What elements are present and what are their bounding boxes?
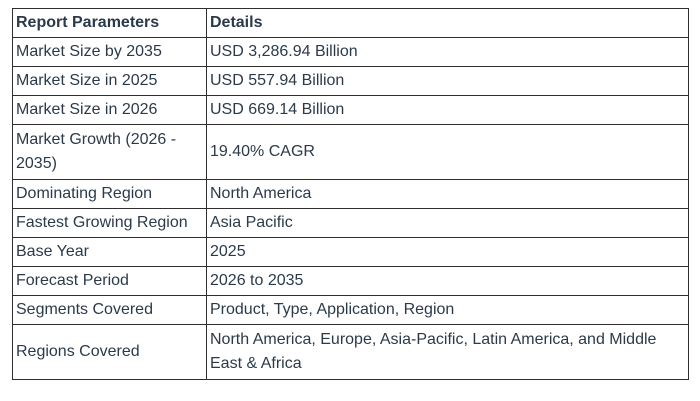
detail-cell: Asia Pacific: [206, 208, 689, 238]
table-row: Fastest Growing Region Asia Pacific: [12, 208, 689, 238]
detail-cell: 2025: [206, 237, 689, 267]
param-cell: Regions Covered: [12, 324, 207, 380]
table-row: Segments Covered Product, Type, Applicat…: [12, 295, 689, 325]
detail-cell: USD 557.94 Billion: [206, 66, 689, 96]
detail-cell: Product, Type, Application, Region: [206, 295, 689, 325]
param-cell: Market Growth (2026 - 2035): [12, 124, 207, 180]
detail-cell: North America: [206, 179, 689, 209]
detail-cell: 19.40% CAGR: [206, 124, 689, 180]
column-header-details: Details: [206, 8, 689, 38]
param-cell: Forecast Period: [12, 266, 207, 296]
param-cell: Market Size in 2025: [12, 66, 207, 96]
table-row: Market Growth (2026 - 2035) 19.40% CAGR: [12, 124, 689, 180]
table-row: Market Size in 2026 USD 669.14 Billion: [12, 95, 689, 125]
detail-cell: North America, Europe, Asia-Pacific, Lat…: [206, 324, 689, 380]
detail-cell: USD 3,286.94 Billion: [206, 37, 689, 67]
table-row: Base Year 2025: [12, 237, 689, 267]
column-header-report-parameters: Report Parameters: [12, 8, 207, 38]
table-row: Dominating Region North America: [12, 179, 689, 209]
param-cell: Market Size by 2035: [12, 37, 207, 67]
param-cell: Market Size in 2026: [12, 95, 207, 125]
table-header-row: Report Parameters Details: [12, 8, 689, 38]
param-cell: Segments Covered: [12, 295, 207, 325]
detail-cell: 2026 to 2035: [206, 266, 689, 296]
table-row: Market Size in 2025 USD 557.94 Billion: [12, 66, 689, 96]
param-cell: Base Year: [12, 237, 207, 267]
report-parameters-table: Report Parameters Details Market Size by…: [12, 8, 689, 380]
detail-cell: USD 669.14 Billion: [206, 95, 689, 125]
param-cell: Fastest Growing Region: [12, 208, 207, 238]
param-cell: Dominating Region: [12, 179, 207, 209]
table-row: Regions Covered North America, Europe, A…: [12, 324, 689, 380]
table-row: Market Size by 2035 USD 3,286.94 Billion: [12, 37, 689, 67]
table-row: Forecast Period 2026 to 2035: [12, 266, 689, 296]
